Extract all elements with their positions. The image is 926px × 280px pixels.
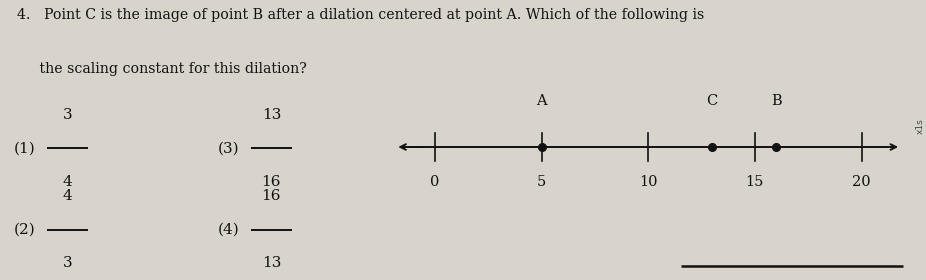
Text: 5: 5 xyxy=(537,175,546,189)
Text: (3): (3) xyxy=(218,141,239,155)
Text: 15: 15 xyxy=(745,175,764,189)
Text: 16: 16 xyxy=(261,175,282,189)
Text: (1): (1) xyxy=(14,141,35,155)
Text: 20: 20 xyxy=(852,175,870,189)
Text: 13: 13 xyxy=(262,256,281,270)
Text: (2): (2) xyxy=(14,223,35,237)
Text: 0: 0 xyxy=(431,175,440,189)
Text: the scaling constant for this dilation?: the scaling constant for this dilation? xyxy=(17,62,307,76)
Text: 4.   Point C is the image of point B after a dilation centered at point A. Which: 4. Point C is the image of point B after… xyxy=(17,8,704,22)
Text: A: A xyxy=(536,94,547,108)
Text: 16: 16 xyxy=(261,189,282,203)
Text: C: C xyxy=(707,94,718,108)
Text: 4: 4 xyxy=(63,189,72,203)
Text: (4): (4) xyxy=(218,223,239,237)
Text: 4: 4 xyxy=(63,175,72,189)
Text: 10: 10 xyxy=(639,175,657,189)
Text: x1s: x1s xyxy=(916,118,925,134)
Text: 3: 3 xyxy=(63,256,72,270)
Text: 3: 3 xyxy=(63,108,72,122)
Text: B: B xyxy=(771,94,782,108)
Text: 13: 13 xyxy=(262,108,281,122)
